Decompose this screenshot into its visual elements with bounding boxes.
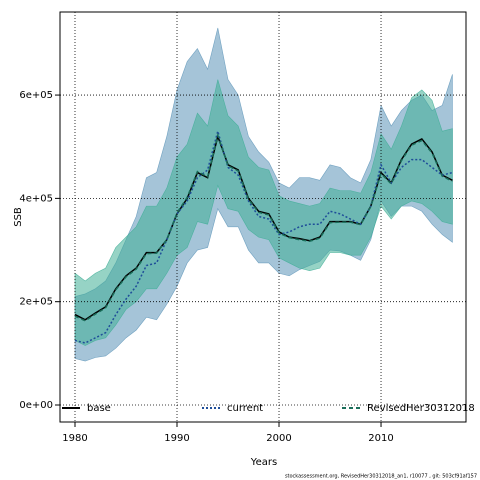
series-line [74, 128, 453, 344]
x-tick-label: 1980 [62, 433, 87, 444]
x-tick-label: 2000 [266, 433, 291, 444]
y-tick-label: 0e+00 [19, 400, 53, 411]
y-axis-label: SSB [13, 207, 24, 227]
legend-label: current [227, 403, 263, 414]
series-line [74, 132, 453, 322]
y-tick-label: 2e+05 [19, 297, 53, 308]
x-tick-label: 1990 [164, 433, 189, 444]
plot-frame [59, 11, 467, 423]
y-tick-label: 6e+05 [19, 90, 53, 101]
legend-label: RevisedHer30312018 [367, 403, 475, 414]
legend-label: base [87, 403, 111, 414]
x-axis-label: Years [250, 457, 277, 468]
x-tick-label: 2010 [368, 433, 393, 444]
y-tick-label: 4e+05 [19, 193, 53, 204]
footnote: stockassessment.org, RevisedHer30312018_… [285, 474, 477, 480]
